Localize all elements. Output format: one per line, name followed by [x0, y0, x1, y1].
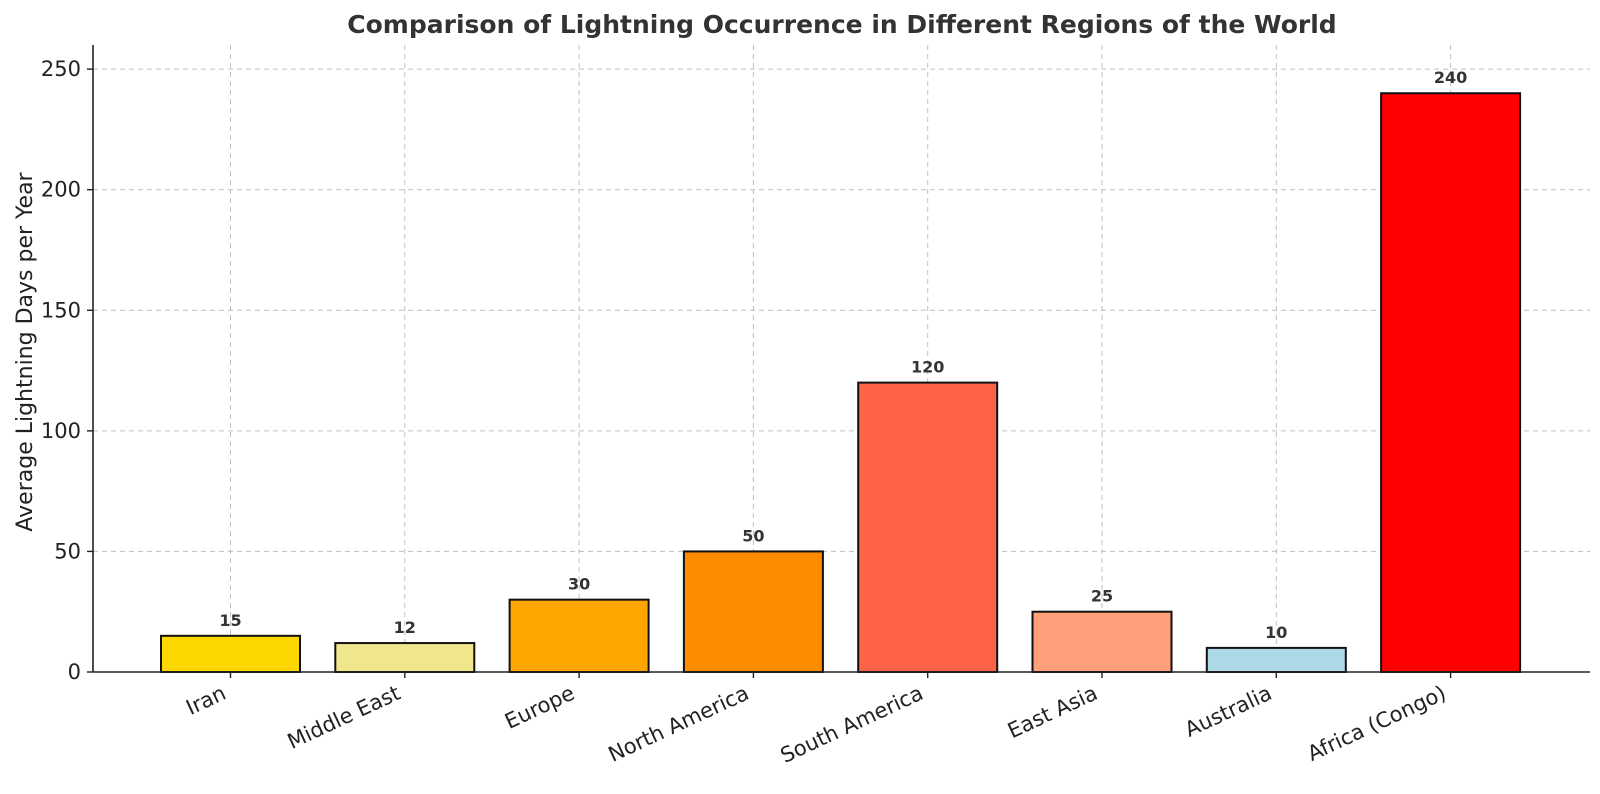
data-label: 240 [1434, 68, 1467, 87]
y-tick-label: 100 [41, 419, 81, 443]
data-label: 30 [568, 575, 590, 594]
data-label: 50 [742, 526, 764, 545]
x-tick-label: Iran [182, 681, 229, 720]
y-tick-label: 0 [68, 660, 81, 684]
x-tick-label: Australia [1181, 681, 1275, 742]
x-tick-label: North America [605, 681, 753, 767]
y-tick-label: 200 [41, 178, 81, 202]
bar [508, 598, 650, 674]
data-label: 120 [911, 358, 944, 377]
bar [1031, 610, 1173, 674]
y-axis-label: Average Lightning Days per Year [13, 171, 38, 531]
y-tick-label: 250 [41, 57, 81, 81]
data-label: 25 [1091, 587, 1113, 606]
data-labels: 15 12 30 50 120 25 10 240 [219, 68, 1467, 642]
x-tick-label: South America [777, 681, 927, 768]
x-tick-label: Africa (Congo) [1304, 681, 1450, 766]
bar [160, 634, 301, 673]
bar [1380, 92, 1522, 673]
bars [160, 92, 1522, 674]
x-tick-label: Middle East [284, 681, 404, 754]
data-label: 10 [1265, 623, 1287, 642]
y-tick-label: 50 [54, 539, 81, 563]
bar [334, 642, 476, 673]
chart-title: Comparison of Lightning Occurrence in Di… [347, 10, 1336, 39]
y-tick-label: 150 [41, 298, 81, 322]
x-tick-label: East Asia [1004, 681, 1101, 743]
x-ticks: Iran Middle East Europe North America South … [182, 672, 1452, 768]
bar [857, 381, 999, 673]
y-ticks: 0 50 100 150 200 250 [41, 57, 93, 684]
bar [1205, 646, 1347, 674]
grid [93, 45, 1590, 672]
bar [682, 550, 824, 674]
data-label: 12 [394, 618, 416, 637]
data-label: 15 [219, 611, 241, 630]
axes [92, 45, 1590, 673]
x-tick-label: Europe [501, 681, 578, 734]
